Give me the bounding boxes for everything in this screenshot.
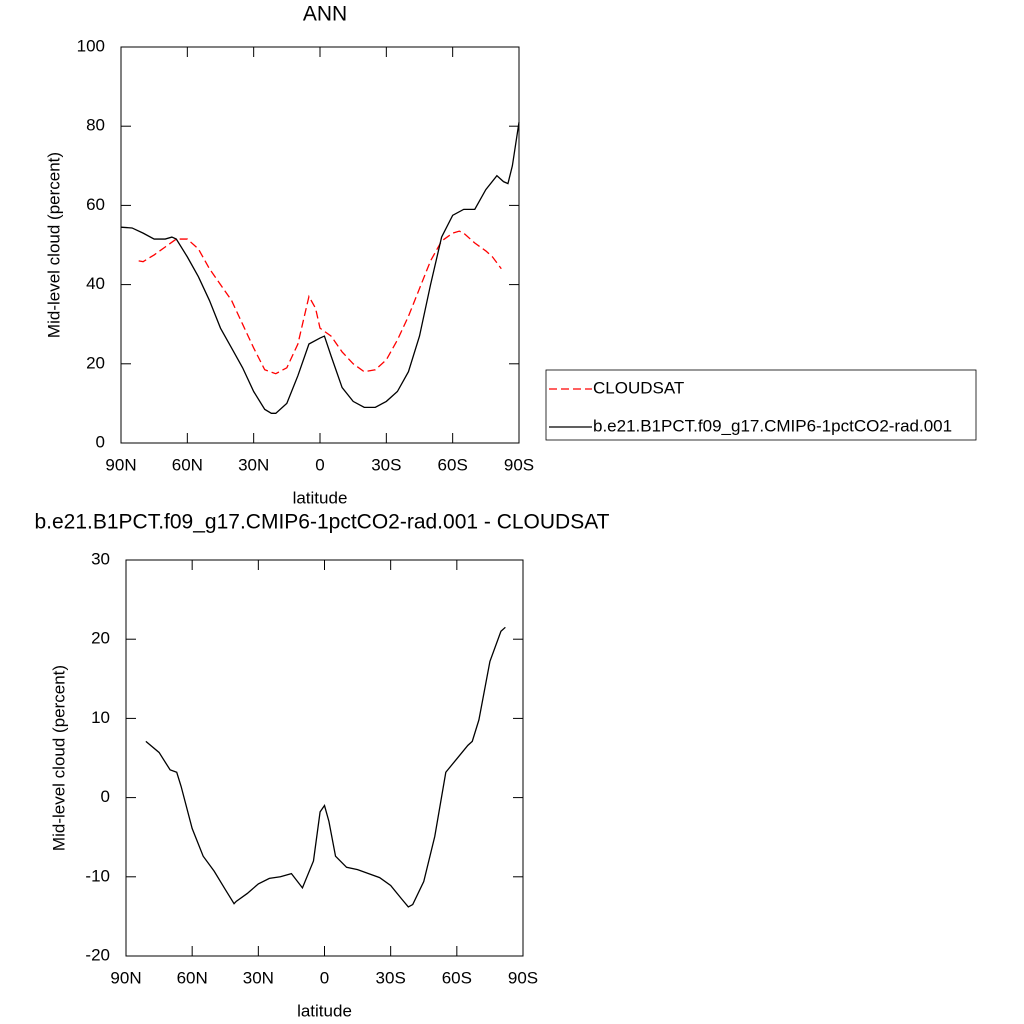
legend-label: CLOUDSAT [593,378,684,397]
x-tick-label: 30N [238,455,269,474]
y-tick-label: 10 [91,708,110,727]
y-tick-label: 20 [86,353,105,372]
y-tick-label: 80 [86,116,105,135]
y-tick-label: 100 [77,36,105,55]
x-tick-label: 90N [110,968,141,987]
data-line [120,122,520,414]
x-tick-label: 60S [442,968,472,987]
chart-title: ANN [303,3,347,26]
y-tick-label: 30 [91,549,110,568]
x-tick-label: 0 [315,455,324,474]
x-tick-label: 30S [376,968,406,987]
x-tick-label: 60N [172,455,203,474]
data-line [145,626,506,908]
x-tick-label: 0 [320,968,329,987]
y-tick-label: 0 [96,432,105,451]
data-line [138,230,502,375]
x-axis-label: latitude [297,1001,352,1020]
x-tick-label: 30N [243,968,274,987]
y-tick-label: 60 [86,195,105,214]
plot-frame [125,559,524,957]
x-tick-label: 60S [438,455,468,474]
y-tick-label: 20 [91,629,110,648]
legend-label: b.e21.B1PCT.f09_g17.CMIP6-1pctCO2-rad.00… [593,416,952,435]
y-tick-label: 40 [86,274,105,293]
y-axis-label: Mid-level cloud (percent) [44,152,63,338]
x-tick-label: 30S [371,455,401,474]
y-tick-label: -10 [85,866,110,885]
legend-box [545,369,977,441]
x-tick-label: 90S [504,455,534,474]
chart-title: b.e21.B1PCT.f09_g17.CMIP6-1pctCO2-rad.00… [34,511,609,534]
y-tick-label: 0 [101,787,110,806]
x-axis-label: latitude [293,488,348,507]
x-tick-label: 60N [177,968,208,987]
y-tick-label: -20 [85,945,110,964]
x-tick-label: 90S [508,968,538,987]
x-tick-label: 90N [105,455,136,474]
y-axis-label: Mid-level cloud (percent) [49,665,68,851]
